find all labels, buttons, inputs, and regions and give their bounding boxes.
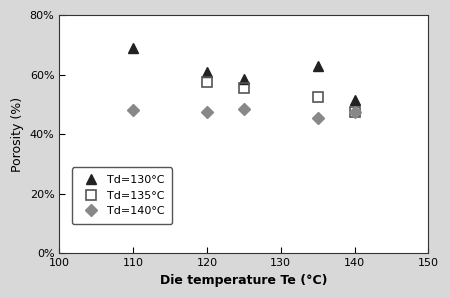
Line: Td=140°C: Td=140°C (129, 105, 359, 122)
Td=130°C (204, 70, 210, 74)
Td=140°C (130, 109, 136, 112)
Td=140°C (315, 116, 320, 120)
Legend: Td=130°C, Td=135°C, Td=140°C: Td=130°C, Td=135°C, Td=140°C (72, 167, 172, 224)
Td=140°C (241, 107, 247, 111)
Td=130°C (241, 77, 247, 81)
Td=135°C (241, 86, 247, 90)
X-axis label: Die temperature Te (°C): Die temperature Te (°C) (160, 274, 328, 287)
Line: Td=135°C: Td=135°C (202, 77, 360, 117)
Td=140°C (204, 110, 210, 114)
Y-axis label: Porosity (%): Porosity (%) (11, 97, 24, 172)
Td=140°C (352, 110, 357, 114)
Td=130°C (352, 98, 357, 102)
Td=135°C (204, 80, 210, 84)
Td=135°C (315, 95, 320, 99)
Td=130°C (315, 64, 320, 68)
Td=135°C (352, 110, 357, 114)
Line: Td=130°C: Td=130°C (128, 43, 360, 105)
Td=130°C (130, 46, 136, 50)
